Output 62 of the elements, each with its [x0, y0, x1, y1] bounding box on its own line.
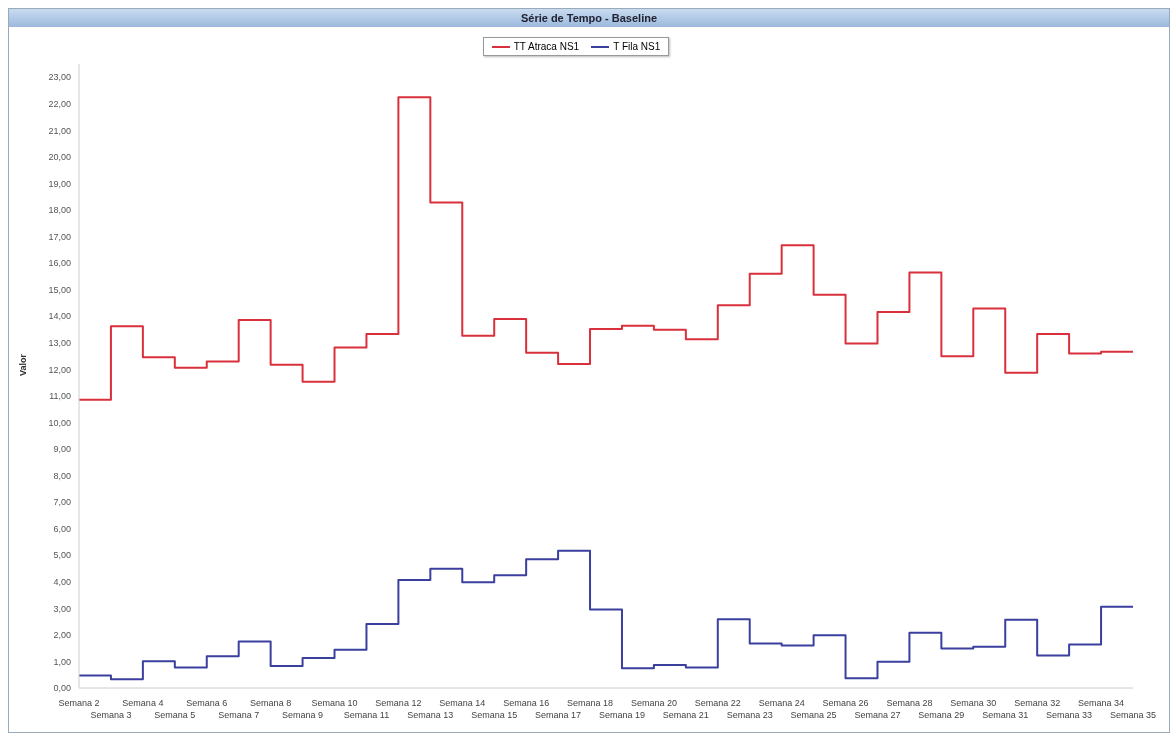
legend-label: TT Atraca NS1 — [513, 41, 580, 52]
x-tick-label: Semana 22 — [694, 698, 741, 708]
y-tick-label: 10,00 — [48, 417, 71, 428]
x-tick-label: Semana 4 — [122, 698, 164, 708]
y-tick-label: 18,00 — [48, 205, 71, 216]
y-tick-label: 19,00 — [48, 178, 71, 189]
x-tick-label: Semana 5 — [154, 710, 196, 720]
y-tick-label: 3,00 — [53, 603, 71, 614]
x-tick-label: Semana 3 — [90, 710, 132, 720]
y-tick-label: 17,00 — [48, 231, 71, 242]
y-tick-label: 7,00 — [53, 497, 71, 508]
x-tick-label: Semana 30 — [950, 698, 997, 708]
y-tick-label: 13,00 — [48, 338, 71, 348]
y-tick-label: 9,00 — [53, 444, 71, 455]
chart-title: Série de Tempo - Baseline — [9, 9, 1169, 27]
y-tick-label: 5,00 — [53, 550, 71, 561]
x-tick-label: Semana 12 — [375, 698, 422, 708]
y-tick-label: 23,00 — [48, 72, 71, 83]
x-tick-label: Semana 32 — [1014, 698, 1061, 708]
y-axis-title: Valor — [18, 353, 29, 376]
x-tick-label: Semana 9 — [282, 710, 324, 720]
x-tick-label: Semana 16 — [503, 698, 550, 708]
x-tick-label: Semana 25 — [790, 710, 837, 720]
x-tick-label: Semana 21 — [662, 710, 709, 720]
x-tick-label: Semana 24 — [758, 698, 805, 708]
x-tick-label: Semana 17 — [535, 710, 582, 720]
x-tick-label: Semana 18 — [567, 698, 614, 708]
y-tick-label: 0,00 — [53, 683, 71, 694]
y-tick-label: 16,00 — [48, 258, 71, 269]
x-tick-label: Semana 26 — [822, 698, 869, 708]
y-tick-label: 8,00 — [53, 470, 71, 481]
x-tick-label: Semana 13 — [407, 710, 454, 720]
y-tick-label: 12,00 — [48, 364, 71, 375]
x-tick-label: Semana 8 — [250, 698, 292, 708]
x-tick-label: Semana 27 — [854, 710, 901, 720]
y-tick-label: 14,00 — [48, 311, 71, 322]
y-tick-label: 22,00 — [48, 99, 71, 110]
x-tick-label: Semana 28 — [886, 698, 933, 708]
y-tick-label: 6,00 — [53, 523, 71, 534]
x-tick-label: Semana 15 — [471, 710, 518, 720]
y-tick-label: 2,00 — [53, 630, 71, 641]
x-tick-label: Semana 29 — [918, 710, 965, 720]
x-tick-label: Semana 14 — [439, 698, 486, 708]
y-tick-label: 21,00 — [48, 125, 71, 136]
x-tick-label: Semana 7 — [218, 710, 260, 720]
x-tick-label: Semana 33 — [1046, 710, 1093, 720]
x-tick-label: Semana 34 — [1078, 698, 1125, 708]
x-tick-label: Semana 10 — [311, 698, 358, 708]
x-tick-label: Semana 19 — [598, 710, 645, 720]
y-tick-label: 11,00 — [49, 391, 71, 402]
y-tick-label: 1,00 — [53, 656, 71, 667]
x-tick-label: Semana 11 — [343, 710, 390, 720]
x-tick-label: Semana 23 — [726, 710, 773, 720]
x-tick-label: Semana 31 — [982, 710, 1029, 720]
x-tick-label: Semana 20 — [630, 698, 677, 708]
x-tick-label: Semana 35 — [1109, 710, 1157, 720]
y-tick-label: 15,00 — [48, 284, 71, 295]
y-tick-label: 4,00 — [53, 576, 71, 587]
x-tick-label: Semana 2 — [58, 698, 100, 708]
x-tick-label: Semana 6 — [186, 698, 228, 708]
legend-label: T Fila NS1 — [613, 41, 661, 52]
y-tick-label: 20,00 — [48, 152, 71, 163]
